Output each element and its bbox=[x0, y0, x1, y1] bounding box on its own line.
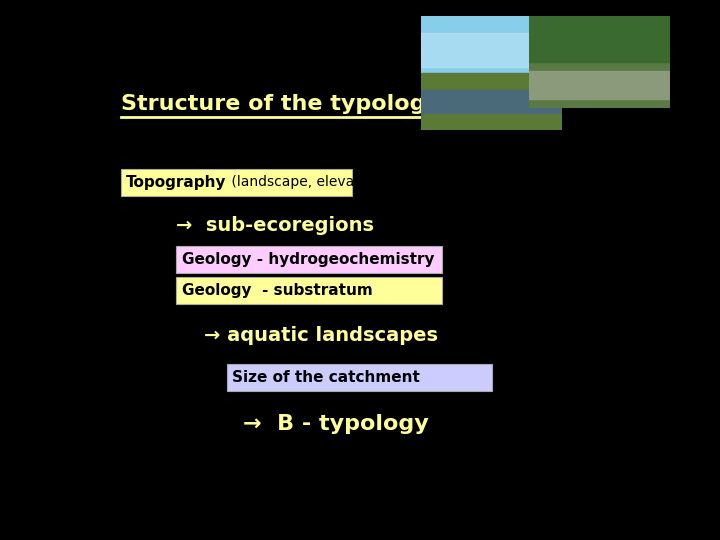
Bar bbox=[421, 73, 562, 130]
FancyBboxPatch shape bbox=[227, 364, 492, 391]
Text: →  sub-ecoregions: → sub-ecoregions bbox=[176, 216, 374, 235]
Text: →  B - typology: → B - typology bbox=[243, 415, 429, 435]
Text: → aquatic landscapes: → aquatic landscapes bbox=[204, 326, 438, 346]
Text: Structure of the typology: Structure of the typology bbox=[121, 94, 440, 114]
FancyBboxPatch shape bbox=[176, 246, 441, 273]
Bar bbox=[421, 90, 562, 113]
Text: (landscape, elevation, slope): (landscape, elevation, slope) bbox=[227, 176, 432, 189]
Bar bbox=[421, 16, 562, 79]
FancyBboxPatch shape bbox=[176, 277, 441, 304]
Text: Topography: Topography bbox=[126, 175, 227, 190]
Text: Geology - hydrogeochemistry: Geology - hydrogeochemistry bbox=[182, 252, 435, 267]
Text: Geology  - substratum: Geology - substratum bbox=[182, 283, 373, 298]
Bar bbox=[421, 33, 562, 68]
Bar bbox=[529, 71, 670, 99]
Bar bbox=[529, 16, 670, 62]
Text: Size of the catchment: Size of the catchment bbox=[233, 370, 420, 385]
FancyBboxPatch shape bbox=[121, 168, 352, 196]
